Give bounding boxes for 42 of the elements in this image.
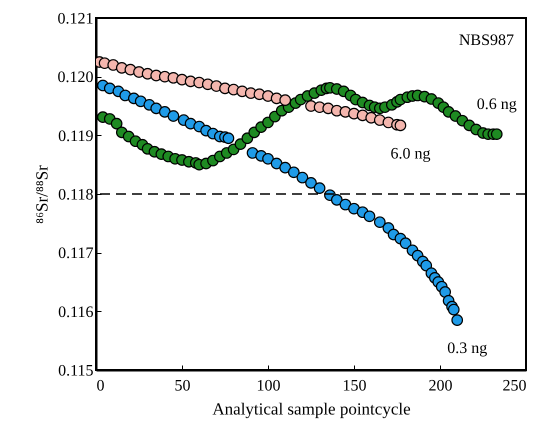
point bbox=[279, 162, 292, 174]
point bbox=[400, 237, 412, 250]
point bbox=[168, 110, 180, 122]
point bbox=[134, 95, 147, 108]
point bbox=[364, 210, 376, 222]
series-label: 0.6 ng bbox=[476, 96, 517, 114]
point bbox=[305, 177, 317, 189]
y-tick-label: 0.115 bbox=[58, 362, 94, 380]
point bbox=[448, 304, 460, 316]
x-tick-label: 0 bbox=[96, 378, 104, 394]
point bbox=[158, 106, 171, 118]
point bbox=[340, 198, 352, 210]
x-tick-label: 100 bbox=[256, 378, 280, 394]
x-tick-label: 150 bbox=[342, 378, 366, 394]
point bbox=[348, 202, 360, 214]
point bbox=[451, 314, 464, 326]
point bbox=[222, 132, 234, 144]
annotation: NBS987 bbox=[458, 32, 514, 49]
point bbox=[270, 158, 282, 170]
point bbox=[288, 166, 300, 178]
y-tick-label: 0.117 bbox=[58, 245, 94, 262]
y-tick-label: 0.120 bbox=[58, 69, 94, 86]
point bbox=[150, 102, 162, 114]
point bbox=[394, 120, 406, 132]
x-tick-label: 50 bbox=[174, 378, 190, 394]
y-tick-label: 0.118 bbox=[58, 186, 94, 204]
x-tick-label: 200 bbox=[428, 378, 452, 394]
point bbox=[314, 182, 326, 194]
y-tick-label: 0.116 bbox=[58, 304, 94, 321]
point bbox=[279, 94, 292, 106]
point bbox=[296, 172, 308, 184]
y-tick-label: 0.119 bbox=[58, 128, 94, 145]
y-axis-title: ⁸⁶Sr/⁸⁸Sr bbox=[32, 164, 52, 224]
series-label: 6.0 ng bbox=[390, 145, 430, 162]
point bbox=[262, 152, 274, 165]
series-label: 0.3 ng bbox=[447, 340, 488, 358]
point bbox=[374, 216, 386, 228]
point bbox=[439, 286, 452, 298]
x-tick-label: 250 bbox=[502, 378, 526, 394]
x-axis-title: Analytical sample pointcycle bbox=[212, 400, 411, 418]
point bbox=[330, 194, 343, 206]
y-tick-label: 0.121 bbox=[58, 10, 94, 28]
